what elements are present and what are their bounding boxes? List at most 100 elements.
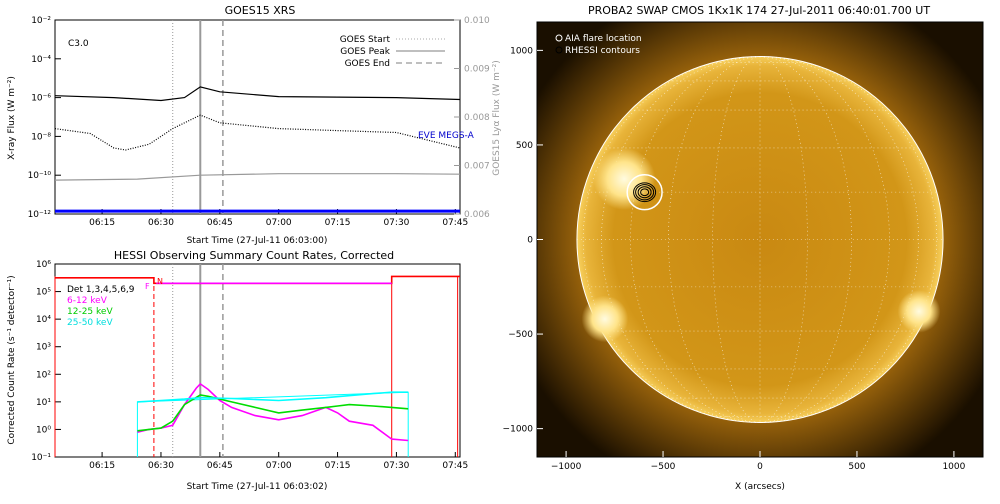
goes-y-tick-label: 10⁻¹⁰ [28,171,52,181]
rhessi-contour [633,182,657,203]
grid-longitude-line [668,56,761,423]
goes-ylabel-right: GOES15 Lyα Flux (W m⁻²) [492,60,502,176]
goes-x-tick-label: 06:45 [207,218,233,228]
active-region-east [593,147,656,211]
hessi-series-6-12-kev [137,382,409,442]
rhessi-contour [640,188,650,197]
swap-x-tick-label: 500 [848,462,865,472]
hessi-y-tick-label: 10³ [36,343,51,353]
goes-y-tick-label: 10⁻⁶ [31,94,51,104]
hessi-series-12-25-kev [137,394,409,432]
hessi-y-tick-label: 10² [36,370,51,380]
goes-x-tick-label: 07:00 [266,218,292,228]
legend-12-25-kev: 12-25 keV [67,307,113,317]
active-region-southeast [581,295,629,343]
goes-x-tick-label: 06:15 [89,218,115,228]
hessi-x-tick-label: 06:45 [207,461,233,471]
hessi-title: HESSI Observing Summary Count Rates, Cor… [114,249,394,262]
goes-y-axis: 10⁻² 10⁻⁴ 10⁻⁶ 10⁻⁸ 10⁻¹⁰ 10⁻¹² [28,16,61,220]
swap-x-tick-label: 0 [757,462,763,472]
legend-6-12-kev: 6-12 keV [67,296,108,306]
grid-longitude-line [759,56,890,423]
hessi-y-tick-label: 10⁶ [36,260,51,270]
goes-event-lines [172,20,224,214]
goes-class-label: C3.0 [68,39,89,49]
grid-longitude-line [712,56,761,423]
hessi-y-tick-label: 10¹ [36,398,51,408]
hessi-y-tick-label: 10⁴ [36,315,51,325]
swap-legend: AIA flare location RHESSI contours [555,34,642,56]
hessi-x-axis: 06:15 06:30 06:45 07:00 07:15 07:30 07:45 [89,452,468,471]
legend-rhessi-symbol [555,46,563,54]
hessi-y-tick-label: 10⁰ [36,425,51,435]
hessi-x-tick-label: 07:00 [266,461,292,471]
legend-goes-start: GOES Start [340,35,391,45]
hessi-y-tick-label: 10⁻¹ [31,453,51,463]
swap-xlabel: X (arcsecs) [735,482,785,492]
hessi-flag-n: N [157,277,163,286]
swap-y-axis: 1000 500 0 −500 −1000 [503,46,543,435]
goes-x-tick-label: 06:30 [148,218,174,228]
goes-plot-frame [54,19,461,215]
goes-title: GOES15 XRS [225,4,296,17]
swap-y-tick-label: 500 [516,141,533,151]
goes-series-long [54,86,461,102]
hessi-y-tick-label: 10⁵ [36,288,51,298]
hessi-x-tick-label: 07:15 [325,461,351,471]
swap-x-tick-label: −1000 [551,462,582,472]
hessi-x-tick-label: 07:45 [442,461,468,471]
legend-goes-end: GOES End [345,59,390,69]
goes-x-tick-label: 07:45 [442,218,468,228]
hessi-panel: HESSI Observing Summary Count Rates, Cor… [7,249,468,492]
goes-panel: GOES15 XRS 06:15 06:30 06:45 07:00 07:15 07:3… [7,4,502,246]
hessi-series [55,275,460,457]
goes-legend: GOES Start GOES Peak GOES End [340,35,445,69]
swap-x-tick-label: 1000 [942,462,965,472]
goes-x-tick-label: 07:15 [325,218,351,228]
legend-goes-peak: GOES Peak [340,47,390,57]
goes-series-short [54,114,461,151]
active-region-west [897,290,941,333]
swap-y-tick-label: 1000 [510,46,533,56]
swap-y-tick-label: −500 [508,330,533,340]
goes-ylabel: X-ray Flux (W m⁻²) [7,76,17,160]
hessi-x-tick-label: 06:15 [89,461,115,471]
swap-image [537,22,983,457]
goes-series [54,86,461,213]
swap-y-tick-label: 0 [527,236,533,246]
goes-y-right-tick-label: 0.010 [464,16,490,26]
goes-xlabel: Start Time (27-Jul-11 06:03:00) [187,236,328,246]
swap-solar-disk [576,55,944,424]
goes-y-right-tick-label: 0.009 [464,65,490,75]
aia-flare-location-marker [626,174,663,211]
hessi-flag-f: F [145,282,150,291]
hessi-series-det-rate [55,275,460,285]
goes-y-tick-label: 10⁻⁴ [31,55,51,65]
goes-series-lya [54,173,461,181]
swap-title: PROBA2 SWAP CMOS 1Kx1K 174 27-Jul-2011 0… [588,4,930,17]
legend-aia-flare-location: AIA flare location [565,34,642,44]
grid-longitude-line [759,56,852,423]
hessi-x-tick-label: 06:30 [148,461,174,471]
hessi-25-50-kev-envelope [136,391,409,457]
hessi-ylabel: Corrected Count Rate (s⁻¹ detector⁻¹) [7,275,17,444]
hessi-legend: Det 1,3,4,5,6,9 6-12 keV 12-25 keV 25-50… [67,285,135,328]
legend-rhessi-contours: RHESSI contours [565,46,640,56]
swap-heliographic-grid [576,56,944,423]
goes-y-right-tick-label: 0.006 [464,210,490,220]
hessi-detectors-label: Det 1,3,4,5,6,9 [67,285,135,295]
goes-x-tick-label: 07:30 [383,218,409,228]
hessi-event-lines [54,264,459,457]
goes-y-right-tick-label: 0.007 [464,162,490,172]
legend-25-50-kev: 25-50 keV [67,318,113,328]
goes-y-tick-label: 10⁻⁸ [31,132,51,142]
hessi-x-tick-label: 07:30 [383,461,409,471]
hessi-xlabel: Start Time (27-Jul-11 06:03:02) [187,482,328,492]
hessi-y-axis: 10⁻¹ 10⁰ 10¹ 10² 10³ 10⁴ 10⁵ 10⁶ [31,260,61,463]
hessi-series-25-50-kev [137,391,409,403]
goes-y-tick-label: 10⁻¹² [28,210,52,220]
rhessi-contour [635,184,655,201]
grid-longitude-line [759,56,808,423]
